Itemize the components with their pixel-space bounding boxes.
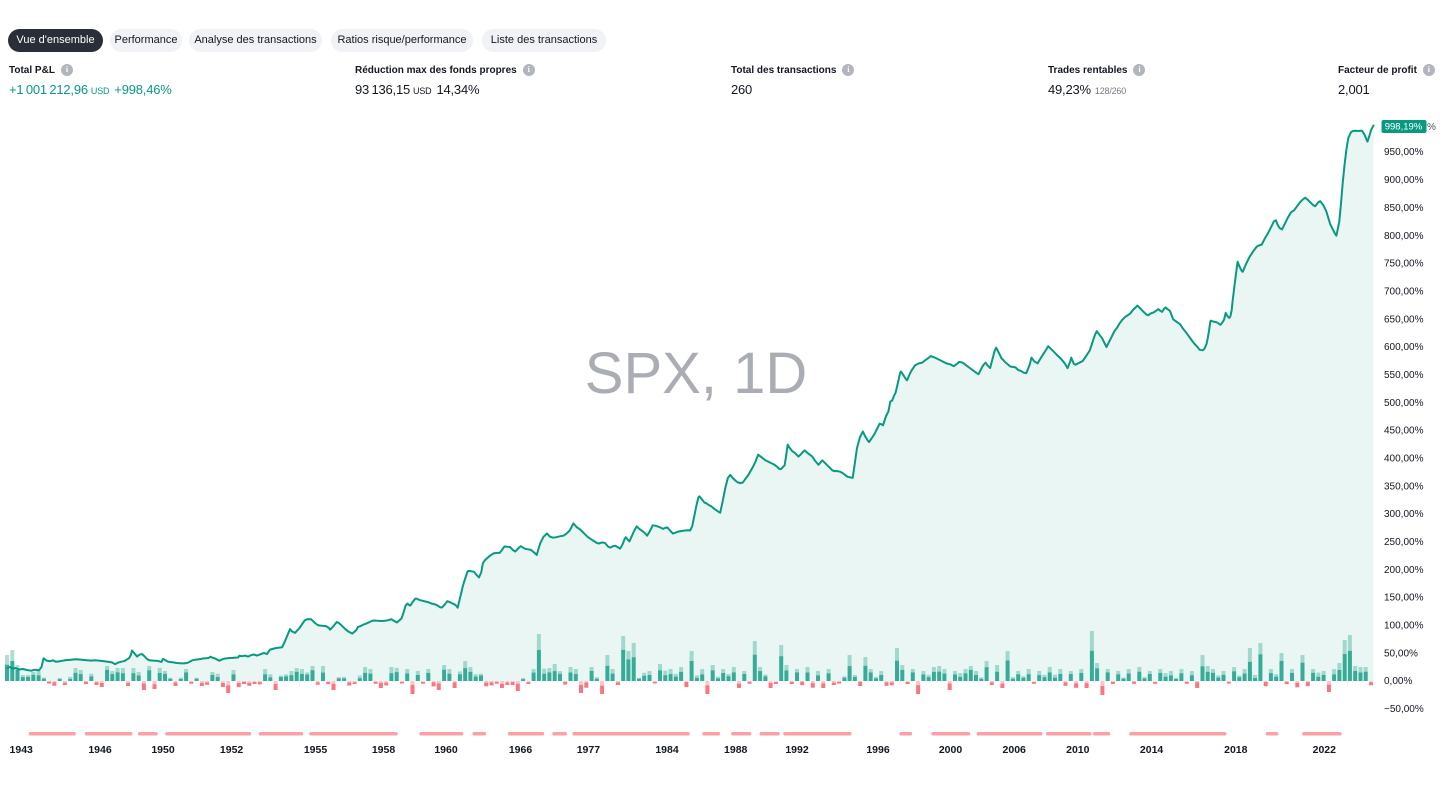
svg-text:50,00%: 50,00% bbox=[1384, 648, 1418, 659]
svg-text:400,00%: 400,00% bbox=[1384, 454, 1424, 465]
svg-text:2006: 2006 bbox=[1003, 744, 1027, 756]
svg-text:250,00%: 250,00% bbox=[1384, 537, 1424, 548]
svg-text:2014: 2014 bbox=[1140, 744, 1164, 756]
svg-text:1992: 1992 bbox=[785, 744, 809, 756]
svg-text:1958: 1958 bbox=[372, 744, 396, 756]
svg-text:1977: 1977 bbox=[577, 744, 601, 756]
svg-text:1950: 1950 bbox=[151, 744, 175, 756]
svg-text:2000: 2000 bbox=[939, 744, 963, 756]
svg-text:900,00%: 900,00% bbox=[1384, 175, 1424, 186]
svg-text:200,00%: 200,00% bbox=[1384, 565, 1424, 576]
svg-text:2022: 2022 bbox=[1313, 744, 1337, 756]
svg-text:2010: 2010 bbox=[1066, 744, 1090, 756]
svg-text:450,00%: 450,00% bbox=[1384, 426, 1424, 437]
svg-text:550,00%: 550,00% bbox=[1384, 370, 1424, 381]
svg-text:650,00%: 650,00% bbox=[1384, 314, 1424, 325]
svg-text:950,00%: 950,00% bbox=[1384, 147, 1424, 158]
svg-text:1955: 1955 bbox=[304, 744, 328, 756]
svg-text:1996: 1996 bbox=[866, 744, 890, 756]
svg-text:850,00%: 850,00% bbox=[1384, 203, 1424, 214]
svg-text:998,19%: 998,19% bbox=[1385, 122, 1423, 133]
svg-text:1966: 1966 bbox=[509, 744, 533, 756]
svg-text:500,00%: 500,00% bbox=[1384, 398, 1424, 409]
svg-text:1984: 1984 bbox=[655, 744, 679, 756]
svg-text:−50,00%: −50,00% bbox=[1384, 704, 1424, 715]
svg-text:1943: 1943 bbox=[10, 744, 34, 756]
svg-text:2018: 2018 bbox=[1224, 744, 1248, 756]
svg-text:750,00%: 750,00% bbox=[1384, 259, 1424, 270]
svg-text:1946: 1946 bbox=[88, 744, 112, 756]
svg-text:SPX, 1D: SPX, 1D bbox=[585, 341, 807, 406]
svg-text:1988: 1988 bbox=[724, 744, 748, 756]
svg-text:1952: 1952 bbox=[220, 744, 244, 756]
svg-text:300,00%: 300,00% bbox=[1384, 509, 1424, 520]
svg-text:150,00%: 150,00% bbox=[1384, 593, 1424, 604]
svg-text:800,00%: 800,00% bbox=[1384, 231, 1424, 242]
svg-text:0,00%: 0,00% bbox=[1384, 676, 1412, 687]
svg-text:600,00%: 600,00% bbox=[1384, 342, 1424, 353]
svg-text:%: % bbox=[1427, 122, 1436, 133]
svg-text:100,00%: 100,00% bbox=[1384, 621, 1424, 632]
svg-text:1960: 1960 bbox=[434, 744, 458, 756]
svg-text:350,00%: 350,00% bbox=[1384, 481, 1424, 492]
svg-text:700,00%: 700,00% bbox=[1384, 286, 1424, 297]
